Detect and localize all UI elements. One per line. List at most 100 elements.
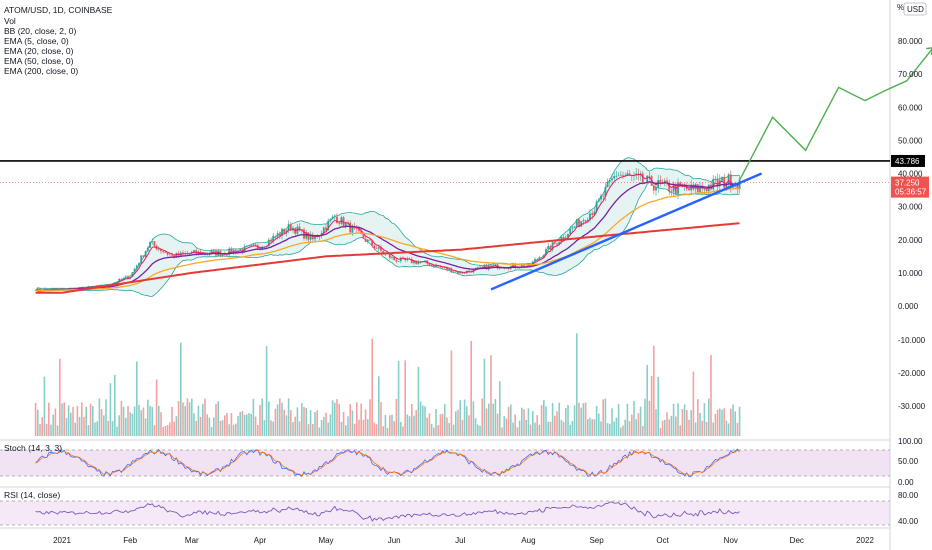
volume-bar bbox=[628, 421, 631, 436]
volume-bar bbox=[512, 422, 514, 436]
volume-bar bbox=[340, 421, 343, 436]
volume-bar bbox=[107, 420, 109, 436]
candle-body bbox=[305, 232, 308, 239]
candle-body bbox=[131, 272, 134, 277]
volume-bar bbox=[96, 421, 98, 436]
volume-bar bbox=[81, 402, 83, 436]
volume-bar bbox=[437, 425, 439, 436]
volume-axis-tick: -30.000 bbox=[898, 402, 926, 411]
volume-bar bbox=[228, 424, 230, 436]
volume-bar bbox=[45, 424, 48, 436]
candle-body bbox=[395, 260, 398, 262]
indicator-label-ema5[interactable]: EMA (5, close, 0) bbox=[4, 36, 69, 46]
volume-bar bbox=[325, 412, 327, 436]
volume-bar bbox=[602, 399, 604, 436]
volume-bar bbox=[301, 403, 303, 436]
volume-bar bbox=[503, 416, 505, 436]
volume-bar bbox=[694, 422, 697, 436]
volume-bar bbox=[406, 414, 409, 436]
indicator-label-bb[interactable]: BB (20, close, 2, 0) bbox=[4, 26, 76, 36]
volume-bar bbox=[463, 399, 466, 436]
volume-bar bbox=[270, 420, 272, 436]
candle-body bbox=[584, 220, 587, 222]
candle-body bbox=[597, 199, 600, 202]
volume-bar bbox=[661, 420, 664, 436]
candle-body bbox=[171, 254, 173, 256]
volume-bar bbox=[666, 412, 668, 436]
volume-bar bbox=[532, 411, 534, 436]
candle-body bbox=[492, 265, 495, 266]
candle-body bbox=[637, 173, 640, 175]
indicator-label-ema50[interactable]: EMA (50, close, 0) bbox=[4, 56, 74, 66]
candle-body bbox=[672, 183, 675, 192]
candle-body bbox=[175, 253, 178, 258]
candle-body bbox=[452, 271, 455, 273]
candle-body bbox=[413, 260, 415, 264]
candle-body bbox=[432, 265, 435, 268]
indicator-label-vol[interactable]: Vol bbox=[4, 16, 16, 26]
candle-body bbox=[531, 261, 534, 265]
volume-bar bbox=[153, 425, 156, 436]
volume-bar bbox=[164, 425, 167, 436]
volume-bar bbox=[59, 358, 61, 436]
volume-bar bbox=[237, 415, 239, 436]
candle-body bbox=[503, 268, 506, 269]
volume-bar bbox=[664, 419, 666, 436]
volume-bar bbox=[261, 398, 263, 436]
candle-body bbox=[494, 264, 497, 266]
volume-bar bbox=[457, 409, 459, 436]
volume-bar bbox=[272, 421, 274, 436]
volume-bar bbox=[703, 403, 706, 436]
candle-body bbox=[446, 267, 448, 270]
volume-bar bbox=[534, 422, 536, 436]
volume-bar bbox=[56, 425, 59, 436]
volume-bar bbox=[224, 415, 226, 436]
volume-bar bbox=[65, 418, 68, 436]
volume-bar bbox=[221, 420, 224, 436]
candle-body bbox=[369, 239, 371, 241]
volume-bar bbox=[125, 417, 127, 436]
candle-body bbox=[712, 179, 715, 190]
candle-body bbox=[534, 259, 536, 262]
volume-bar bbox=[287, 398, 290, 436]
candle-body bbox=[309, 234, 312, 240]
volume-bar bbox=[490, 355, 492, 436]
volume-bar bbox=[433, 427, 435, 436]
volume-bar bbox=[378, 376, 380, 436]
trendline bbox=[490, 172, 763, 291]
volume-bar bbox=[578, 402, 580, 436]
currency-badge[interactable] bbox=[903, 2, 927, 16]
candle-body bbox=[648, 175, 651, 177]
indicator-label-ema20[interactable]: EMA (20, close, 0) bbox=[4, 46, 74, 56]
candle-body bbox=[393, 256, 396, 261]
candle-body bbox=[626, 173, 629, 176]
volume-bar bbox=[708, 398, 710, 436]
volume-bar bbox=[736, 422, 739, 436]
rsi-label[interactable]: RSI (14, close) bbox=[4, 490, 60, 500]
candle-body bbox=[617, 175, 620, 177]
volume-bar bbox=[683, 404, 686, 436]
volume-bar bbox=[477, 424, 479, 436]
volume-bar bbox=[360, 403, 362, 436]
candle-body bbox=[113, 282, 116, 284]
volume-bar bbox=[536, 415, 538, 436]
stoch-label[interactable]: Stoch (14, 3, 3) bbox=[4, 443, 62, 453]
volume-bar bbox=[72, 406, 74, 436]
volume-bar bbox=[362, 419, 365, 436]
price-axis-tick: 80.000 bbox=[898, 37, 923, 46]
candle-body bbox=[536, 259, 539, 260]
time-axis-tick: Apr bbox=[254, 536, 267, 545]
volume-bar bbox=[479, 425, 481, 436]
volume-bar bbox=[120, 400, 123, 436]
volume-bar bbox=[692, 371, 695, 436]
candle-body bbox=[371, 240, 374, 246]
percent-toggle[interactable]: % bbox=[897, 3, 904, 12]
volume-bar bbox=[83, 417, 85, 436]
volume-bar bbox=[549, 421, 552, 436]
volume-bar bbox=[732, 404, 734, 436]
indicator-label-ema200[interactable]: EMA (200, close, 0) bbox=[4, 66, 78, 76]
projection-path bbox=[738, 47, 932, 181]
volume-bar bbox=[191, 398, 193, 436]
candle-body bbox=[556, 243, 558, 245]
